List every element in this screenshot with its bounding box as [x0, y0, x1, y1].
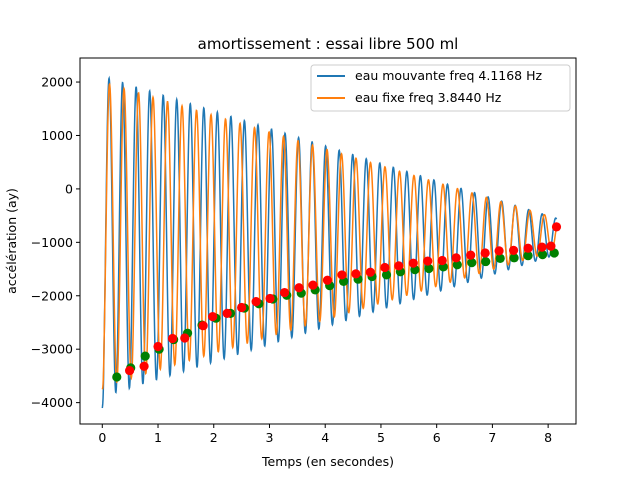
minimum-point-red	[337, 270, 347, 280]
minimum-point-green	[481, 256, 491, 267]
minimum-point-red	[437, 255, 447, 266]
minimum-point-red	[294, 283, 304, 293]
minimum-point-green	[523, 251, 533, 261]
y-tick-label: −1000	[31, 235, 73, 250]
minimum-point-green	[112, 372, 122, 382]
y-tick-label: 0	[65, 181, 73, 196]
x-tick-label: 5	[377, 430, 385, 445]
y-tick-label: 1000	[41, 128, 73, 143]
minimum-point-green	[549, 248, 559, 258]
minimum-point-red	[466, 250, 476, 260]
minimum-point-red	[351, 269, 361, 279]
x-tick-label: 6	[433, 430, 441, 445]
series-line-moving	[101, 75, 558, 409]
legend: eau mouvante freq 4.1168 Hz eau fixe fre…	[310, 64, 571, 112]
x-tick-label: 3	[266, 430, 274, 445]
minimum-point-red	[139, 361, 149, 371]
minimum-point-green	[140, 351, 150, 361]
x-tick-label: 1	[154, 430, 162, 445]
x-tick-label: 4	[321, 430, 329, 445]
chart-title: amortissement : essai libre 500 ml	[198, 35, 459, 53]
minimum-point-red	[125, 365, 135, 376]
minimum-point-red	[365, 267, 375, 277]
minimum-point-red	[408, 258, 418, 268]
minimum-point-red	[546, 241, 556, 251]
x-tick-label: 2	[210, 430, 218, 445]
minimum-point-red	[322, 275, 333, 285]
minimum-point-red	[423, 256, 433, 266]
minimum-point-red	[251, 297, 261, 307]
minimum-point-red	[279, 287, 290, 298]
legend-box	[310, 64, 571, 112]
axis-ticks: 0 1 2 3 4 5 6 7 8 −4000 −3000 −2000 −1000 0 1000 2000	[31, 75, 552, 445]
y-tick-label: −3000	[31, 342, 73, 357]
minimum-point-red	[208, 312, 218, 322]
minimum-point-red	[180, 333, 190, 343]
minimum-point-red	[198, 321, 208, 331]
minimum-point-red	[167, 333, 178, 344]
y-axis-label: accélération (ay)	[4, 188, 19, 294]
minimum-point-red	[537, 242, 547, 252]
minimum-point-green	[509, 253, 519, 263]
y-tick-label: −4000	[31, 395, 73, 410]
legend-label-moving: eau mouvante freq 4.1168 Hz	[355, 68, 543, 83]
x-tick-label: 0	[98, 430, 106, 445]
minimum-point-red	[523, 243, 533, 253]
minimum-point-red	[265, 293, 275, 304]
minimum-point-green	[424, 263, 434, 274]
minimum-point-red	[153, 341, 163, 352]
y-tick-label: 2000	[41, 75, 73, 90]
minimum-point-red	[394, 261, 404, 271]
series-line-fixed	[101, 82, 558, 390]
minimum-point-red	[308, 280, 318, 290]
minimum-point-green	[467, 258, 477, 268]
plot-frame	[79, 57, 577, 425]
minimum-point-red	[508, 245, 519, 255]
x-axis-label: Temps (en secondes)	[261, 454, 394, 469]
minimum-point-green	[537, 250, 548, 260]
minimum-point-green	[495, 253, 505, 263]
minimum-point-red	[480, 248, 490, 258]
plot-area	[101, 75, 562, 409]
minimum-point-red	[222, 308, 232, 318]
legend-label-fixed: eau fixe freq 3.8440 Hz	[355, 90, 502, 105]
minimum-point-red	[494, 246, 504, 256]
minimum-point-red	[380, 262, 390, 273]
minimum-point-red	[451, 253, 461, 263]
x-tick-label: 8	[544, 430, 552, 445]
minimum-point-green	[381, 270, 392, 280]
y-tick-label: −2000	[31, 288, 73, 303]
x-tick-label: 7	[488, 430, 496, 445]
minimum-point-red	[551, 222, 562, 232]
minimum-point-green	[452, 260, 462, 270]
minimum-point-red	[237, 302, 247, 313]
